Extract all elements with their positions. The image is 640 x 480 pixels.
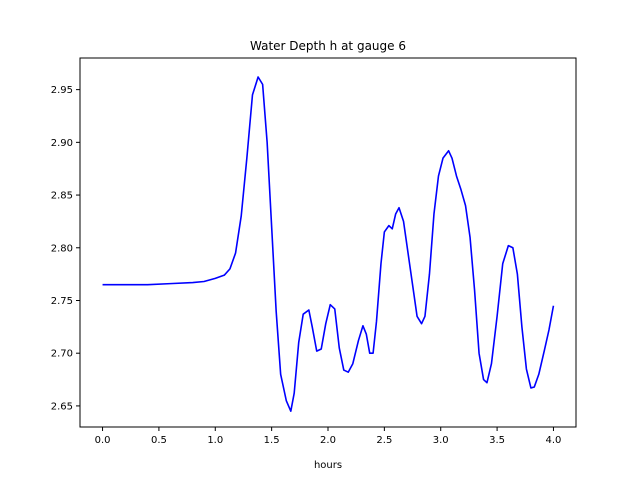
- y-tick-label: 2.90: [51, 138, 73, 149]
- chart-title: Water Depth h at gauge 6: [250, 39, 406, 53]
- x-tick-label: 1.0: [207, 435, 223, 446]
- y-tick-label: 2.70: [51, 349, 73, 360]
- series-line-0: [102, 76, 555, 412]
- y-tick-label: 2.95: [51, 85, 73, 96]
- y-tick-label: 2.75: [51, 296, 73, 307]
- x-tick-label: 1.5: [264, 435, 280, 446]
- y-tick-label: 2.85: [51, 191, 73, 202]
- plot-area: 0.0 0.5 1.0 1.5 2.0 2.5 3.0 3.5 4.0 2.65 2.70 2.75 2…: [51, 57, 577, 446]
- x-axis-title: hours: [314, 460, 342, 471]
- x-tick-label: 0.5: [151, 435, 167, 446]
- y-tick-label: 2.80: [51, 243, 73, 254]
- x-tick-label: 4.0: [546, 435, 562, 446]
- y-tick-label: 2.65: [51, 401, 73, 412]
- x-tick-label: 3.5: [489, 435, 505, 446]
- x-tick-label: 2.5: [376, 435, 392, 446]
- x-tick-label: 3.0: [433, 435, 449, 446]
- x-tick-label: 2.0: [320, 435, 336, 446]
- x-tick-label: 0.0: [95, 435, 111, 446]
